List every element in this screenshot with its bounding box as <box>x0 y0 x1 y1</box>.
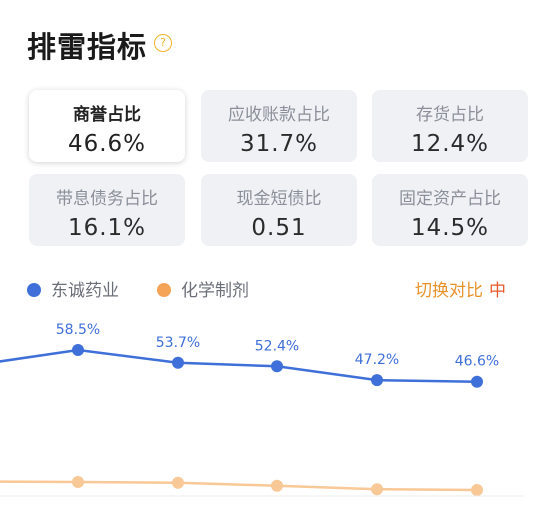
data-label: 53.7% <box>156 335 200 351</box>
switch-compare-button[interactable]: 切换对比中 <box>415 276 506 301</box>
series-line-industry <box>0 480 478 492</box>
data-point-company[interactable] <box>72 344 84 356</box>
data-point-industry[interactable] <box>72 476 84 488</box>
switch-label: 切换对比 <box>415 281 483 301</box>
metric-label: 商誉占比 <box>73 105 141 125</box>
metric-card-fixed-assets[interactable]: 固定资产占比 14.5% <box>372 174 528 246</box>
help-icon[interactable]: ? <box>154 34 172 52</box>
data-point-industry[interactable] <box>172 476 184 489</box>
metric-value: 12.4% <box>410 131 490 157</box>
legend-label: 东诚药业 <box>51 281 119 301</box>
series-line-company <box>0 348 478 383</box>
metric-value: 46.6% <box>67 131 147 157</box>
metric-value: 0.51 <box>251 215 307 241</box>
legend-dot-icon <box>157 283 171 297</box>
metric-value: 31.7% <box>239 131 319 157</box>
data-label: 47.2% <box>355 352 399 368</box>
data-point-company[interactable] <box>371 374 383 387</box>
data-point-industry[interactable] <box>471 484 483 496</box>
metric-label: 现金短债比 <box>236 189 322 209</box>
page-title: 排雷指标 <box>27 30 148 64</box>
metric-label: 存货占比 <box>416 105 484 125</box>
data-point-industry[interactable] <box>371 483 383 496</box>
data-label: 46.6% <box>455 354 499 370</box>
metric-card-goodwill[interactable]: 商誉占比 46.6% <box>29 90 185 162</box>
line-chart: 58.5% 53.7% 52.4% 47.2% 46.6% <box>0 322 524 497</box>
data-label: 52.4% <box>255 338 299 354</box>
legend-item-company[interactable]: 东诚药业 <box>27 276 119 301</box>
metric-card-inventory[interactable]: 存货占比 12.4% <box>372 90 528 162</box>
switch-icon: 中 <box>489 281 506 301</box>
metric-label: 带息债务占比 <box>56 189 158 209</box>
metric-card-cash-ratio[interactable]: 现金短债比 0.51 <box>201 174 357 246</box>
data-point-industry[interactable] <box>271 479 283 492</box>
legend-item-industry[interactable]: 化学制剂 <box>157 276 249 301</box>
data-point-company[interactable] <box>172 356 184 369</box>
metric-value: 14.5% <box>410 215 490 241</box>
metric-value: 16.1% <box>67 215 147 241</box>
metric-label: 固定资产占比 <box>399 189 501 209</box>
data-point-company[interactable] <box>471 375 483 388</box>
metric-card-receivables[interactable]: 应收账款占比 31.7% <box>201 90 357 162</box>
legend-dot-icon <box>27 283 41 297</box>
data-point-company[interactable] <box>271 360 283 373</box>
legend-label: 化学制剂 <box>181 281 249 301</box>
metric-label: 应收账款占比 <box>228 105 330 125</box>
data-label: 58.5% <box>56 322 100 338</box>
metric-card-interest-debt[interactable]: 带息债务占比 16.1% <box>29 174 185 246</box>
